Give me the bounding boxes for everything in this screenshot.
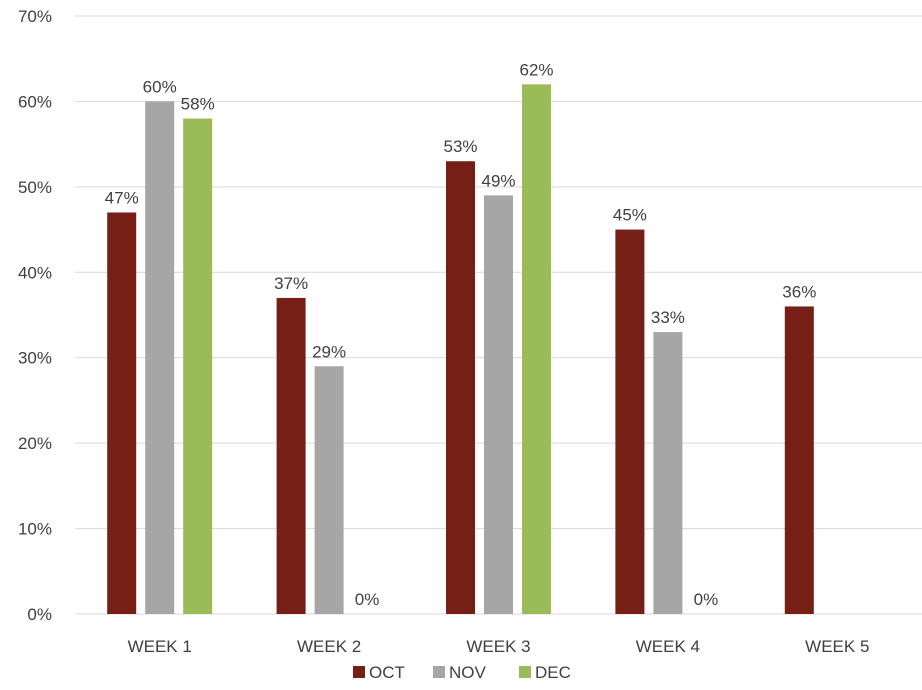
- data-label: 47%: [105, 188, 139, 207]
- y-tick-label: 70%: [18, 7, 52, 26]
- data-label: 62%: [519, 60, 553, 79]
- bar-oct-week-3: [446, 161, 475, 614]
- bar-nov-week-1: [145, 101, 175, 614]
- legend: OCT NOV DEC: [353, 663, 571, 682]
- category-label: WEEK 5: [805, 637, 869, 656]
- y-axis-tick-labels: 0% 10% 20% 30% 40% 50% 60% 70%: [18, 7, 52, 624]
- y-tick-label: 0%: [27, 605, 52, 624]
- legend-swatch-oct: [353, 666, 365, 678]
- bar-dec-week-1: [183, 118, 213, 614]
- y-tick-label: 40%: [18, 263, 52, 282]
- y-tick-label: 10%: [18, 520, 52, 539]
- data-label: 58%: [181, 95, 215, 114]
- legend-label-oct: OCT: [369, 663, 405, 682]
- bar-nov-week-4: [653, 332, 683, 614]
- data-label: 49%: [481, 171, 515, 190]
- data-label: 0%: [355, 590, 380, 609]
- legend-swatch-nov: [433, 666, 445, 678]
- category-label: WEEK 4: [636, 637, 700, 656]
- category-label: WEEK 2: [297, 637, 361, 656]
- bars: [107, 84, 814, 615]
- bar-oct-week-2: [276, 297, 306, 614]
- data-label: 45%: [613, 206, 647, 225]
- data-label: 29%: [312, 342, 346, 361]
- y-tick-label: 50%: [18, 178, 52, 197]
- category-label: WEEK 3: [466, 637, 530, 656]
- bar-oct-week-1: [107, 212, 137, 614]
- x-axis-category-labels: WEEK 1 WEEK 2 WEEK 3 WEEK 4 WEEK 5: [128, 637, 870, 656]
- bar-dec-week-3: [522, 84, 551, 615]
- legend-label-dec: DEC: [535, 663, 571, 682]
- bar-nov-week-3: [484, 195, 513, 614]
- bar-oct-week-5: [784, 306, 814, 614]
- data-label: 36%: [782, 282, 816, 301]
- data-label: 33%: [651, 308, 685, 327]
- data-label: 53%: [443, 137, 477, 156]
- data-labels: 47% 60%58% 37% 29% 0% 53%49% 62% 45% 33% 0% 36%: [105, 60, 817, 609]
- legend-swatch-dec: [519, 666, 531, 678]
- data-label: 0%: [694, 590, 719, 609]
- y-tick-label: 60%: [18, 92, 52, 111]
- bar-oct-week-4: [615, 229, 645, 615]
- y-tick-label: 30%: [18, 349, 52, 368]
- data-label: 37%: [274, 274, 308, 293]
- y-tick-label: 20%: [18, 434, 52, 453]
- data-label: 60%: [143, 77, 177, 96]
- category-label: WEEK 1: [128, 637, 192, 656]
- bar-nov-week-2: [314, 366, 344, 614]
- legend-label-nov: NOV: [449, 663, 487, 682]
